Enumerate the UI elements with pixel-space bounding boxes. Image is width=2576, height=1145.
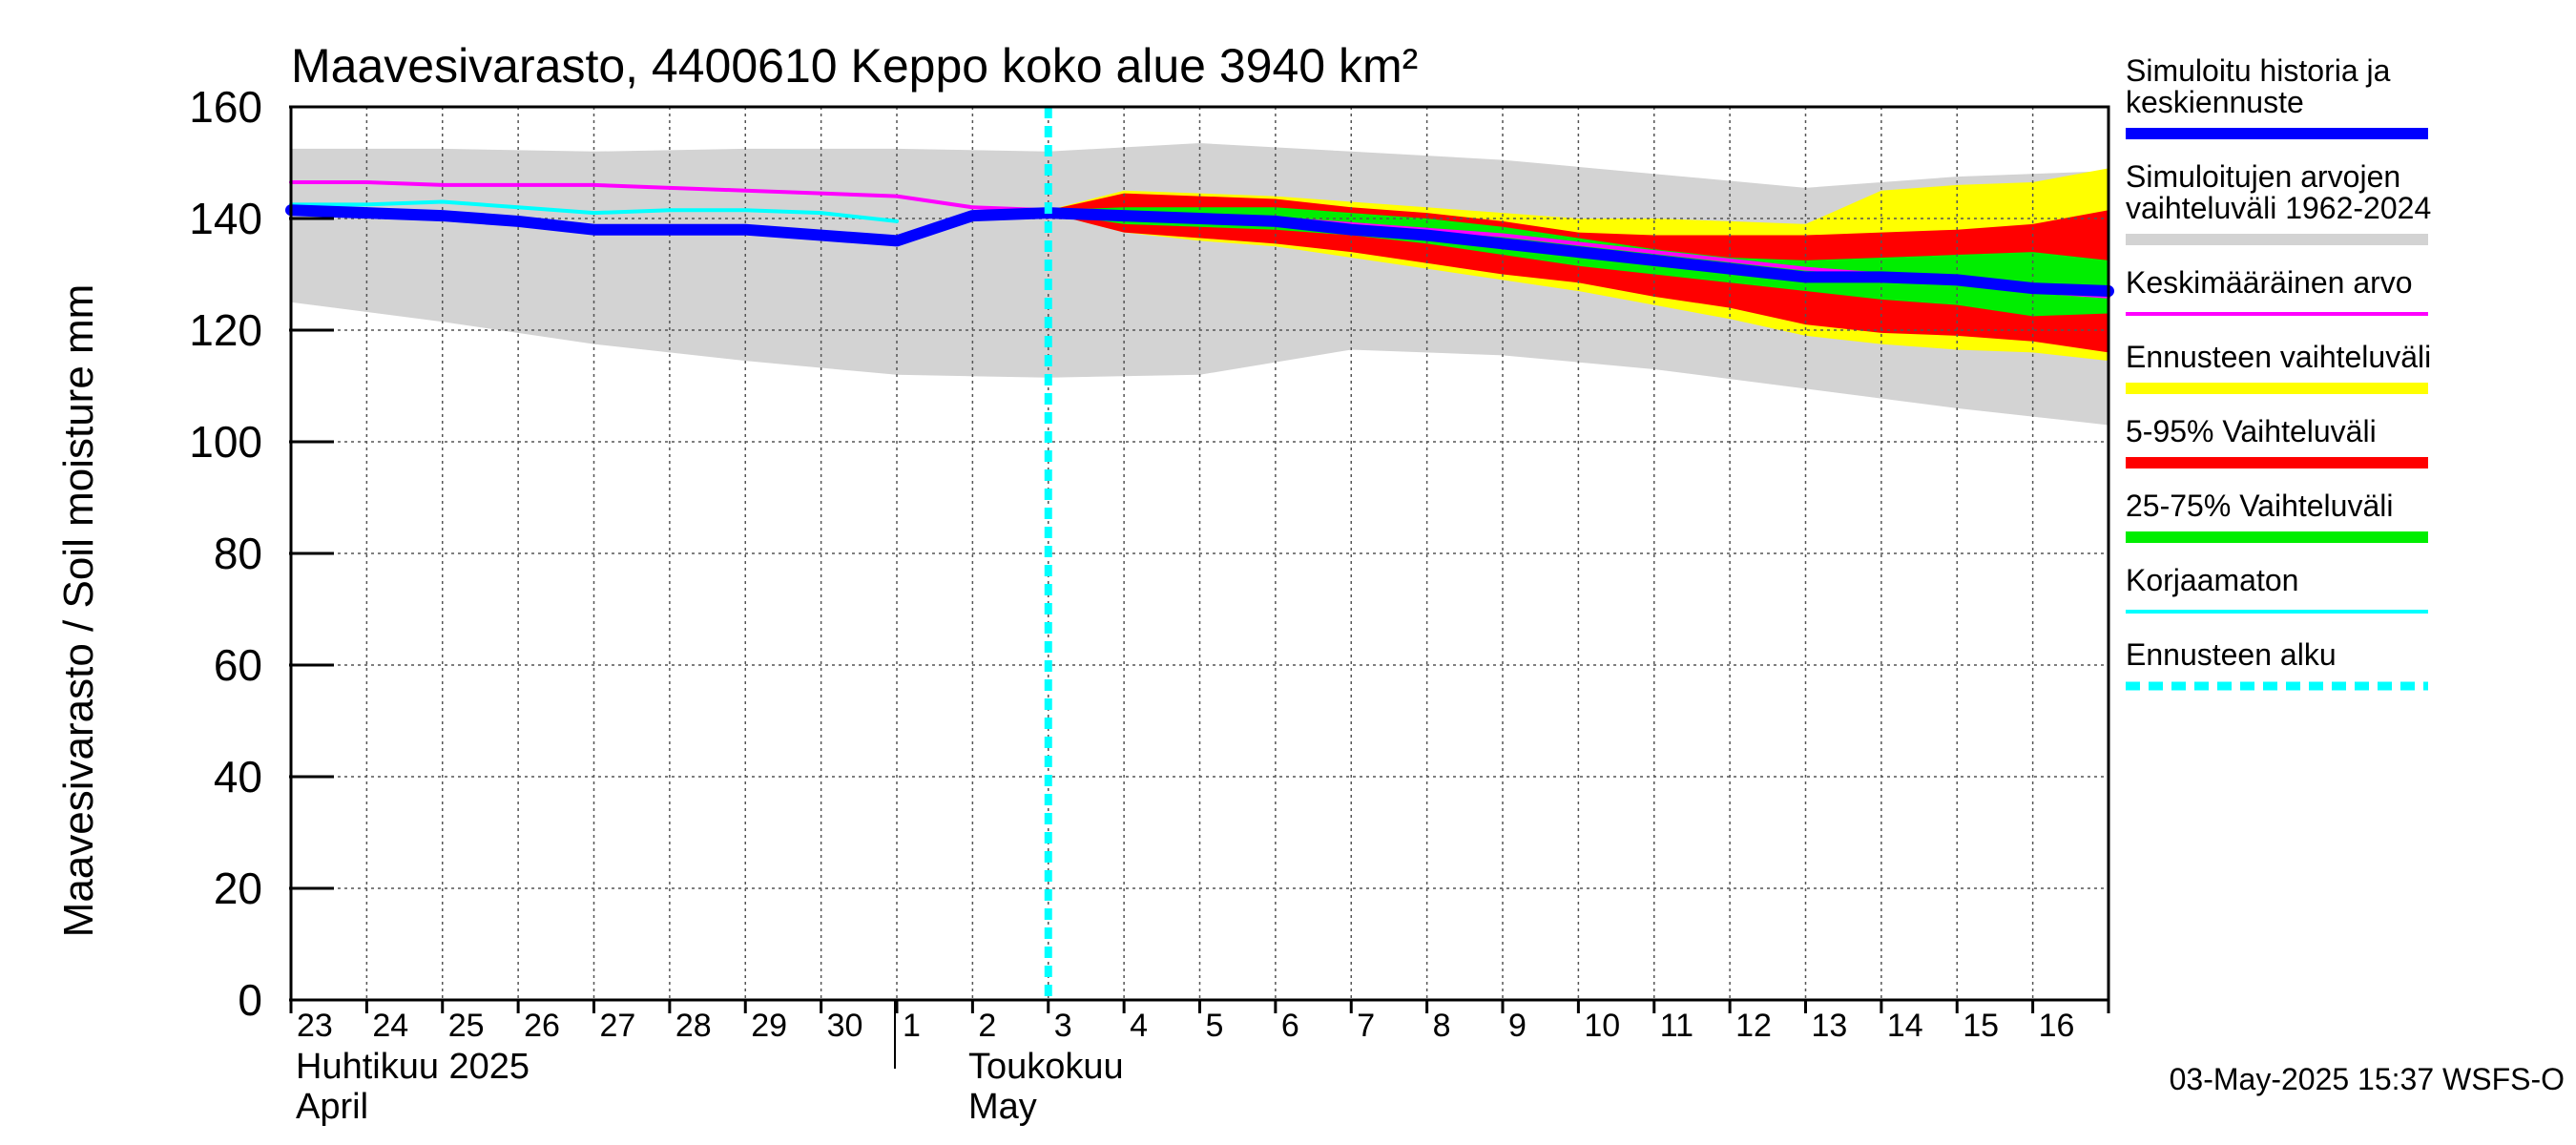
x-tick-label: 23 (297, 1008, 333, 1044)
y-tick-label: 140 (189, 194, 262, 243)
x-tick-label: 25 (448, 1008, 485, 1044)
legend-label: Simuloitujen arvojen (2126, 159, 2400, 194)
x-tick-label: 30 (827, 1008, 863, 1044)
legend-label: Korjaamaton (2126, 563, 2298, 597)
x-tick-label: 15 (1963, 1008, 1999, 1044)
month-label: Huhtikuu 2025 (296, 1047, 530, 1087)
legend-label: Keskimääräinen arvo (2126, 265, 2413, 300)
x-tick-label: 13 (1812, 1008, 1848, 1044)
p5-95-band (1048, 193, 2109, 353)
uncorrected-line (289, 199, 899, 223)
y-tick-label: 20 (214, 864, 262, 913)
legend-label: Simuloitu historia ja (2126, 53, 2391, 88)
x-tick-label: 12 (1735, 1008, 1772, 1044)
x-tick-label: 3 (1054, 1008, 1072, 1044)
line-layer (285, 107, 2114, 1000)
x-tick-label: 6 (1281, 1008, 1299, 1044)
x-tick-label: 11 (1660, 1008, 1693, 1044)
month-label-en: May (968, 1087, 1037, 1127)
x-tick-label: 8 (1433, 1008, 1451, 1044)
y-tick-label: 80 (214, 529, 262, 578)
y-tick-label: 160 (189, 82, 262, 132)
x-tick-label: 9 (1508, 1008, 1527, 1044)
x-tick-label: 7 (1357, 1008, 1375, 1044)
legend-label: 25-75% Vaihteluväli (2126, 489, 2393, 523)
x-tick-label: 5 (1206, 1008, 1224, 1044)
x-tick-label: 10 (1584, 1008, 1620, 1044)
x-tick-label: 4 (1130, 1008, 1148, 1044)
month-label: Toukokuu (968, 1047, 1124, 1087)
x-tick-label: 16 (2039, 1008, 2075, 1044)
y-tick-label: 60 (214, 640, 262, 690)
legend-label: vaihteluväli 1962-2024 (2126, 191, 2431, 225)
x-tick-label: 14 (1887, 1008, 1923, 1044)
y-tick-label: 100 (189, 417, 262, 467)
x-tick-label: 29 (751, 1008, 787, 1044)
legend-label: keskiennuste (2126, 85, 2304, 119)
legend-label: Ennusteen vaihteluväli (2126, 340, 2431, 374)
x-tick-label: 2 (978, 1008, 996, 1044)
legend-label: Ennusteen alku (2126, 637, 2337, 672)
x-tick-label: 1 (903, 1008, 921, 1044)
simulated-line (285, 204, 2114, 298)
grid-layer (291, 107, 2109, 1000)
y-tick-label: 40 (214, 752, 262, 802)
y-tick-label: 0 (238, 975, 262, 1025)
x-tick-label: 27 (600, 1008, 636, 1044)
y-axis-title: Maavesivarasto / Soil moisture mm (55, 284, 102, 938)
month-label-en: April (296, 1087, 368, 1127)
y-tick-label: 120 (189, 305, 262, 355)
x-tick-label: 28 (675, 1008, 712, 1044)
x-tick-label: 26 (524, 1008, 560, 1044)
chart-title: Maavesivarasto, 4400610 Keppo koko alue … (291, 39, 1418, 93)
legend-label: 5-95% Vaihteluväli (2126, 414, 2377, 448)
x-tick-label: 24 (372, 1008, 408, 1044)
timestamp: 03-May-2025 15:37 WSFS-O (2170, 1062, 2565, 1096)
